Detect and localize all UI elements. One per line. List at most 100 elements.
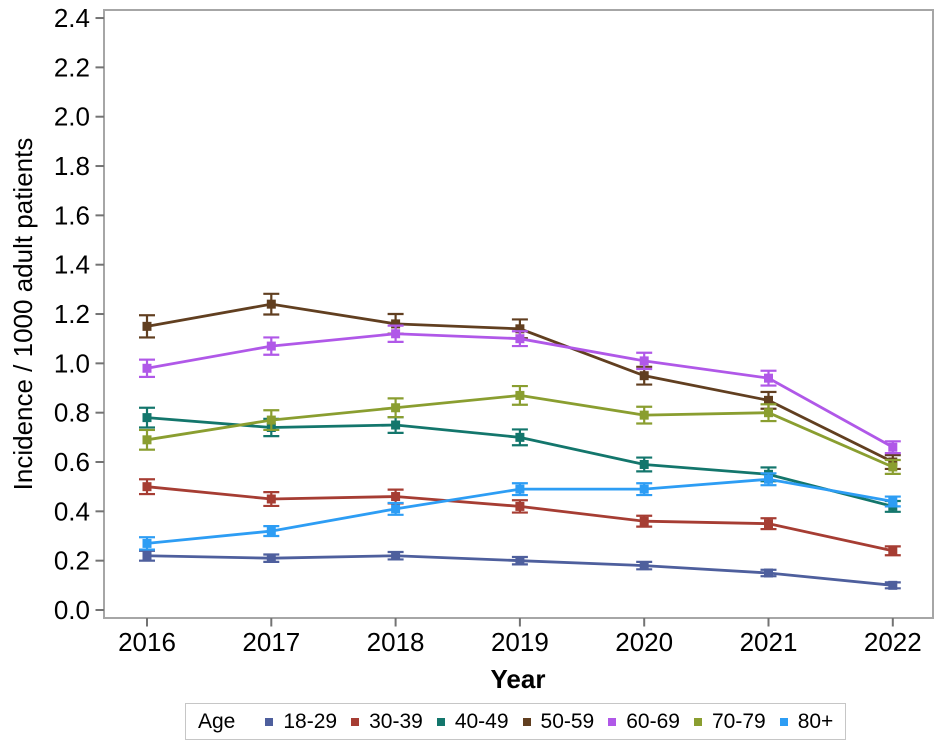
x-tick-label: 2020 (615, 627, 673, 657)
data-point-marker (764, 395, 773, 405)
series-60-69 (139, 324, 901, 455)
data-point-marker (764, 568, 773, 578)
legend-swatch (693, 717, 702, 726)
y-tick-label: 1.4 (54, 250, 90, 280)
data-point-marker (142, 321, 152, 331)
data-point-marker (266, 526, 276, 536)
data-point-marker (391, 329, 401, 339)
legend-swatch (779, 717, 788, 726)
plot-frame (103, 9, 934, 619)
legend-swatch (522, 717, 531, 726)
legend: Age 18-29 30-39 40-49 50-59 60-69 70-79 80+ (185, 703, 847, 740)
axes: 0.0 0.2 0.4 0.6 0.8 1.0 1.2 1.4 1.6 1.8 2.0 2.2 2.4 2… (54, 3, 934, 657)
y-axis-title: Incidence / 1000 adult patients (8, 138, 38, 491)
data-point-marker (515, 390, 525, 400)
data-point-marker (888, 546, 898, 556)
data-point-marker (515, 556, 525, 566)
data-point-marker (639, 356, 649, 366)
data-point-marker (639, 371, 649, 381)
series-80plus (139, 472, 901, 551)
legend-swatch (351, 717, 360, 726)
y-tick-label: 1.2 (54, 299, 90, 329)
data-point-marker (515, 324, 525, 334)
data-point-marker (391, 403, 401, 413)
data-point-marker (888, 442, 898, 452)
data-point-marker (515, 432, 525, 442)
y-tick-label: 2.2 (54, 52, 90, 82)
x-tick-label: 2017 (242, 627, 300, 657)
series-70-79 (139, 384, 901, 475)
legend-label: 40-49 (454, 709, 509, 733)
data-point-marker (764, 474, 773, 484)
x-tick-label: 2019 (491, 627, 549, 657)
legend-item-50-59: 50-59 (522, 709, 595, 734)
legend-label: 30-39 (369, 709, 423, 733)
series-30-39 (139, 478, 901, 557)
data-point-marker (266, 494, 276, 504)
data-point-marker (764, 408, 773, 418)
x-tick-label: 2016 (118, 627, 176, 657)
y-tick-label: 0.6 (54, 447, 90, 477)
legend-label: 18-29 (283, 709, 338, 733)
data-point-marker (142, 482, 152, 492)
x-tick-label: 2021 (740, 627, 798, 657)
data-point-marker (639, 561, 649, 571)
legend-item-60-69: 60-69 (608, 710, 680, 734)
data-point-marker (266, 341, 276, 351)
x-axis-title: Year (491, 664, 546, 694)
y-tick-label: 0.8 (54, 398, 90, 428)
data-point-marker (888, 580, 898, 590)
data-point-marker (764, 373, 773, 383)
data-point-marker (515, 334, 525, 344)
y-tick-label: 1.8 (54, 151, 90, 181)
data-point-marker (142, 551, 152, 561)
data-point-marker (391, 504, 401, 514)
legend-item-80plus: 80+ (779, 709, 834, 734)
legend-swatch (608, 717, 617, 726)
data-point-marker (639, 516, 649, 526)
data-point-marker (266, 299, 276, 309)
x-tick-label: 2018 (367, 627, 425, 657)
legend-item-70-79: 70-79 (693, 709, 766, 734)
data-point-marker (764, 519, 773, 529)
legend-items: 18-29 30-39 40-49 50-59 60-69 70-79 80+ (265, 710, 833, 734)
legend-label: 80+ (797, 709, 834, 733)
data-point-marker (142, 435, 152, 445)
data-point-marker (515, 484, 525, 494)
y-tick-label: 0.2 (54, 546, 90, 576)
legend-label: 60-69 (626, 709, 680, 733)
series-18-29 (139, 549, 901, 590)
data-point-marker (266, 553, 276, 563)
y-tick-label: 2.0 (54, 102, 90, 132)
data-point-marker (391, 551, 401, 561)
x-tick-label: 2022 (864, 627, 922, 657)
legend-item-30-39: 30-39 (351, 710, 423, 734)
y-tick-label: 0.0 (54, 595, 90, 625)
data-point-marker (888, 462, 898, 472)
y-tick-label: 2.4 (54, 3, 90, 33)
legend-label: 50-59 (540, 709, 595, 733)
data-point-marker (639, 484, 649, 494)
legend-swatch (436, 717, 445, 726)
data-point-marker (391, 492, 401, 502)
legend-label: 70-79 (711, 709, 766, 733)
data-point-marker (888, 496, 898, 506)
data-point-marker (142, 363, 152, 373)
data-point-marker (391, 420, 401, 430)
series-line (146, 485, 894, 553)
legend-swatch (265, 717, 274, 726)
data-point-marker (639, 410, 649, 420)
y-tick-label: 1.0 (54, 348, 90, 378)
data-point-marker (266, 415, 276, 425)
legend-item-18-29: 18-29 (265, 710, 337, 734)
data-point-marker (639, 459, 649, 469)
data-point-marker (515, 501, 525, 511)
series-layer (139, 292, 901, 590)
legend-title: Age (198, 709, 236, 733)
y-tick-label: 1.6 (54, 200, 90, 230)
y-tick-label: 0.4 (54, 496, 90, 526)
data-point-marker (142, 413, 152, 423)
legend-item-40-49: 40-49 (436, 709, 509, 734)
